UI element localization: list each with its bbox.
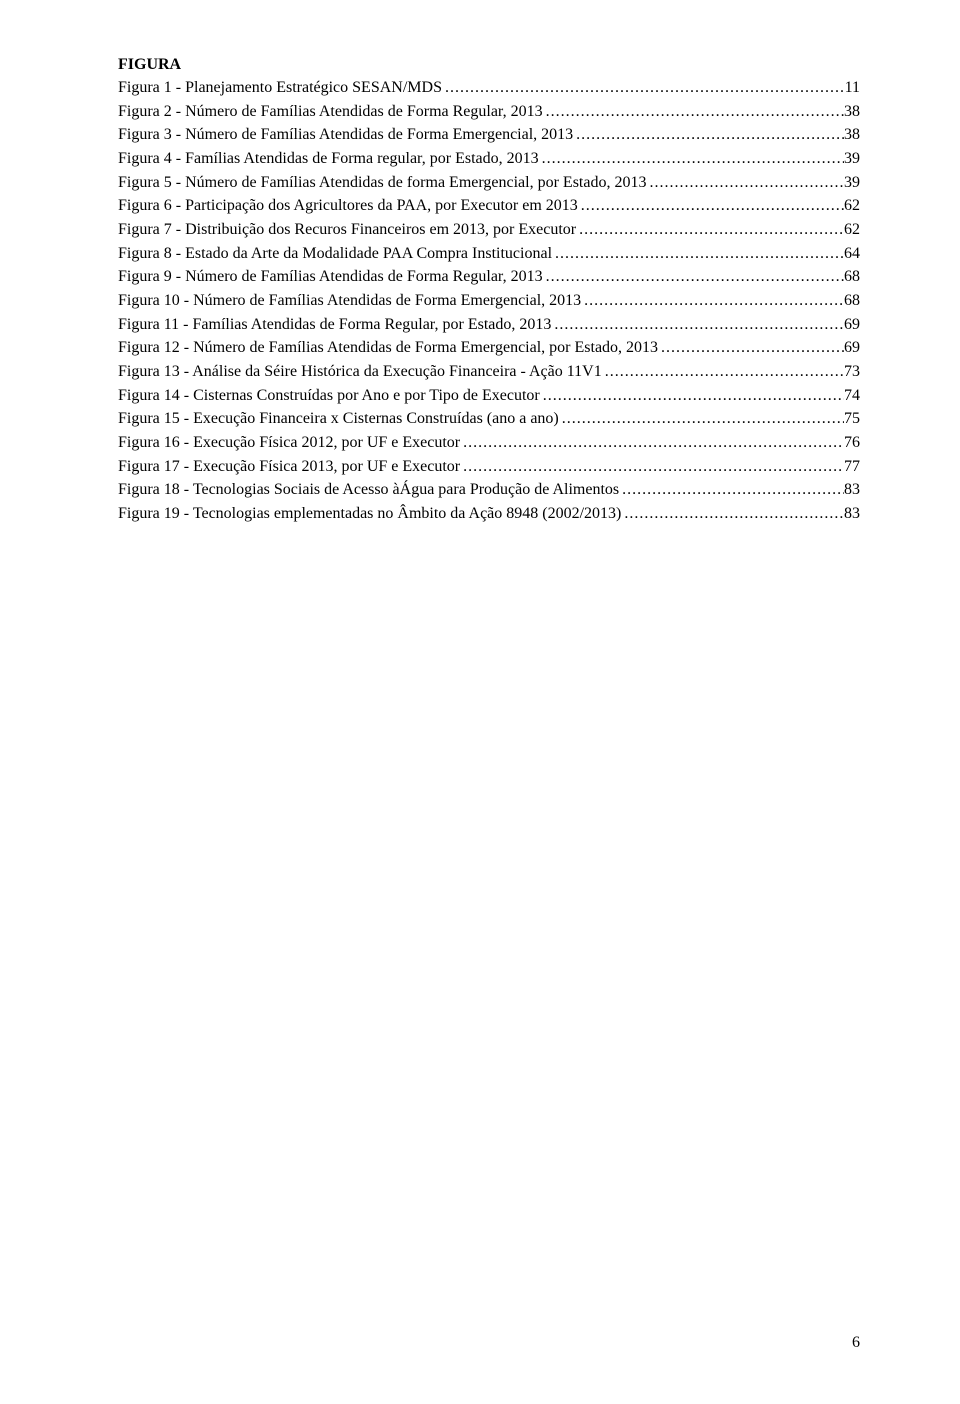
figure-entry-label: Figura 18 - Tecnologias Sociais de Acess… (118, 478, 619, 502)
list-of-figures-heading: FIGURA (118, 56, 860, 74)
figure-entry-label: Figura 8 - Estado da Arte da Modalidade … (118, 242, 552, 266)
dot-leader (559, 407, 844, 431)
figure-entry-page: 68 (844, 265, 860, 289)
page-number: 6 (852, 1334, 860, 1352)
figure-entry: Figura 1 - Planejamento Estratégico SESA… (118, 76, 860, 100)
figure-entry: Figura 18 - Tecnologias Sociais de Acess… (118, 478, 860, 502)
dot-leader (576, 218, 844, 242)
dot-leader (543, 265, 844, 289)
figure-entry-page: 62 (844, 218, 860, 242)
figure-entry-label: Figura 11 - Famílias Atendidas de Forma … (118, 313, 551, 337)
figure-entry-page: 69 (844, 336, 860, 360)
figure-entry-page: 69 (844, 313, 860, 337)
figure-entry-label: Figura 13 - Análise da Séire Histórica d… (118, 360, 602, 384)
figures-list: Figura 1 - Planejamento Estratégico SESA… (118, 76, 860, 526)
figure-entry: Figura 19 - Tecnologias emplementadas no… (118, 502, 860, 526)
figure-entry: Figura 14 - Cisternas Construídas por An… (118, 384, 860, 408)
dot-leader (540, 384, 844, 408)
dot-leader (460, 455, 844, 479)
figure-entry-label: Figura 7 - Distribuição dos Recuros Fina… (118, 218, 576, 242)
figure-entry-label: Figura 15 - Execução Financeira x Cister… (118, 407, 559, 431)
figure-entry: Figura 15 - Execução Financeira x Cister… (118, 407, 860, 431)
figure-entry-page: 76 (844, 431, 860, 455)
dot-leader (551, 313, 844, 337)
figure-entry-page: 83 (844, 478, 860, 502)
figure-entry-label: Figura 3 - Número de Famílias Atendidas … (118, 123, 573, 147)
figure-entry-page: 73 (844, 360, 860, 384)
figure-entry-page: 83 (844, 502, 860, 526)
dot-leader (621, 502, 844, 526)
figure-entry: Figura 4 - Famílias Atendidas de Forma r… (118, 147, 860, 171)
figure-entry-label: Figura 17 - Execução Física 2013, por UF… (118, 455, 460, 479)
dot-leader (460, 431, 844, 455)
figure-entry: Figura 6 - Participação dos Agricultores… (118, 194, 860, 218)
dot-leader (602, 360, 844, 384)
dot-leader (539, 147, 844, 171)
dot-leader (552, 242, 844, 266)
figure-entry-label: Figura 2 - Número de Famílias Atendidas … (118, 100, 543, 124)
dot-leader (573, 123, 844, 147)
figure-entry-page: 11 (845, 76, 860, 100)
figure-entry: Figura 11 - Famílias Atendidas de Forma … (118, 313, 860, 337)
figure-entry: Figura 13 - Análise da Séire Histórica d… (118, 360, 860, 384)
figure-entry-page: 68 (844, 289, 860, 313)
figure-entry-page: 39 (844, 171, 860, 195)
figure-entry: Figura 17 - Execução Física 2013, por UF… (118, 455, 860, 479)
figure-entry: Figura 16 - Execução Física 2012, por UF… (118, 431, 860, 455)
dot-leader (442, 76, 845, 100)
figure-entry-label: Figura 4 - Famílias Atendidas de Forma r… (118, 147, 539, 171)
figure-entry-label: Figura 16 - Execução Física 2012, por UF… (118, 431, 460, 455)
figure-entry: Figura 5 - Número de Famílias Atendidas … (118, 171, 860, 195)
dot-leader (646, 171, 844, 195)
figure-entry: Figura 10 - Número de Famílias Atendidas… (118, 289, 860, 313)
figure-entry-label: Figura 5 - Número de Famílias Atendidas … (118, 171, 646, 195)
figure-entry-page: 38 (844, 123, 860, 147)
figure-entry-page: 62 (844, 194, 860, 218)
dot-leader (543, 100, 844, 124)
figure-entry: Figura 2 - Número de Famílias Atendidas … (118, 100, 860, 124)
figure-entry-page: 75 (844, 407, 860, 431)
figure-entry-page: 64 (844, 242, 860, 266)
figure-entry-page: 77 (844, 455, 860, 479)
figure-entry: Figura 3 - Número de Famílias Atendidas … (118, 123, 860, 147)
figure-entry: Figura 9 - Número de Famílias Atendidas … (118, 265, 860, 289)
dot-leader (581, 289, 844, 313)
figure-entry: Figura 8 - Estado da Arte da Modalidade … (118, 242, 860, 266)
dot-leader (658, 336, 844, 360)
figure-entry-label: Figura 1 - Planejamento Estratégico SESA… (118, 76, 442, 100)
dot-leader (578, 194, 844, 218)
figure-entry-page: 39 (844, 147, 860, 171)
figure-entry-page: 74 (844, 384, 860, 408)
figure-entry-label: Figura 19 - Tecnologias emplementadas no… (118, 502, 621, 526)
dot-leader (619, 478, 844, 502)
figure-entry: Figura 12 - Número de Famílias Atendidas… (118, 336, 860, 360)
figure-entry: Figura 7 - Distribuição dos Recuros Fina… (118, 218, 860, 242)
figure-entry-label: Figura 12 - Número de Famílias Atendidas… (118, 336, 658, 360)
figure-entry-page: 38 (844, 100, 860, 124)
figure-entry-label: Figura 14 - Cisternas Construídas por An… (118, 384, 540, 408)
figure-entry-label: Figura 10 - Número de Famílias Atendidas… (118, 289, 581, 313)
figure-entry-label: Figura 9 - Número de Famílias Atendidas … (118, 265, 543, 289)
figure-entry-label: Figura 6 - Participação dos Agricultores… (118, 194, 578, 218)
